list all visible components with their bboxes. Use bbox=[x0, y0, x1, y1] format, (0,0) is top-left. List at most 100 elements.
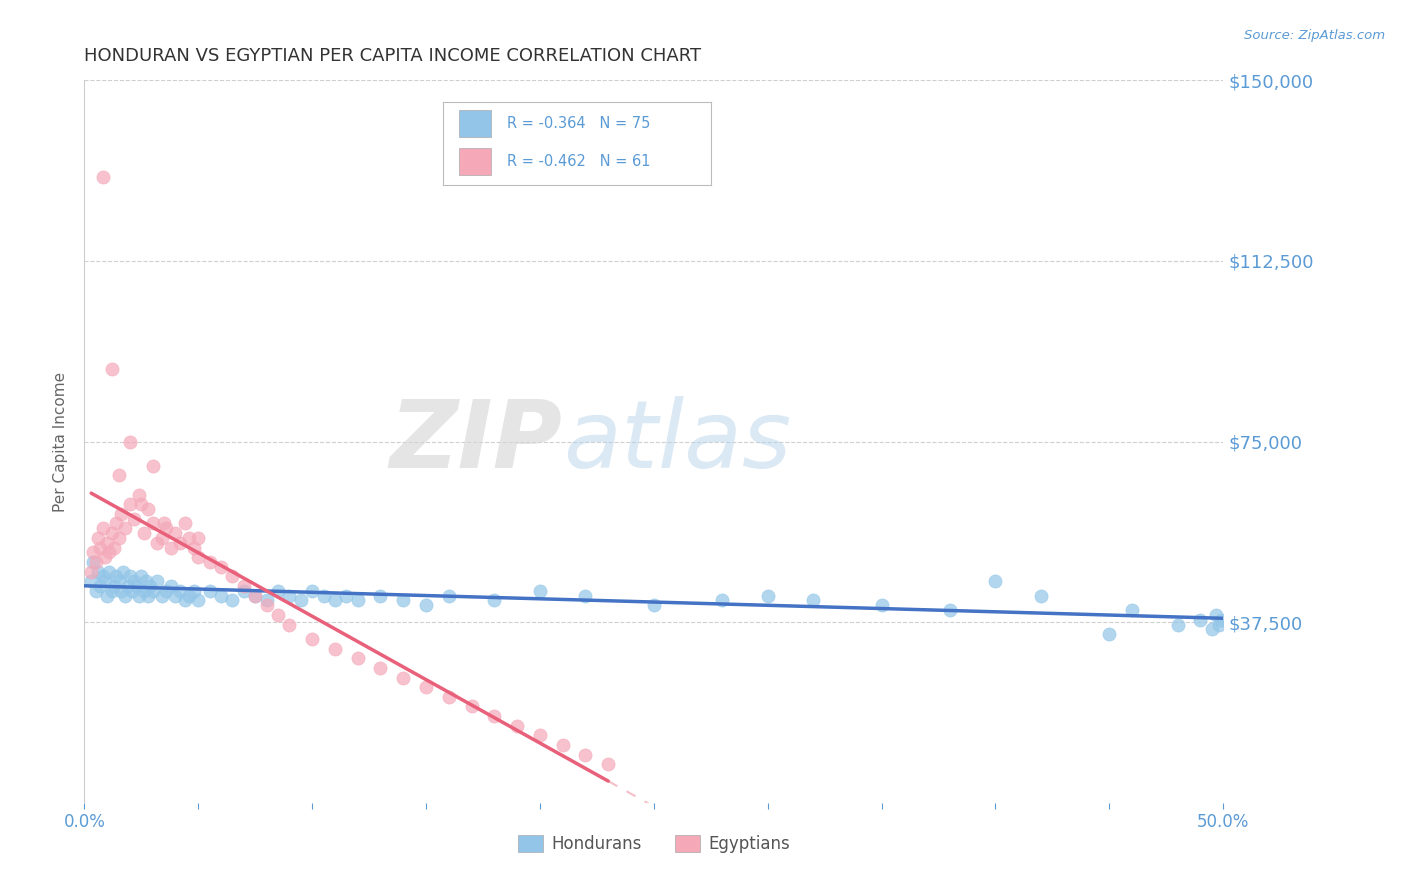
Point bbox=[1029, 589, 1052, 603]
Point bbox=[756, 589, 779, 603]
Point bbox=[183, 541, 205, 555]
Point bbox=[267, 583, 290, 598]
Point bbox=[232, 579, 254, 593]
Point bbox=[160, 541, 183, 555]
Point bbox=[323, 593, 346, 607]
Point bbox=[183, 583, 205, 598]
Point bbox=[131, 497, 153, 511]
Point bbox=[173, 516, 195, 531]
Point bbox=[221, 593, 243, 607]
Point bbox=[301, 632, 323, 646]
Point bbox=[121, 583, 143, 598]
Point bbox=[939, 603, 962, 617]
Point bbox=[460, 699, 482, 714]
Point bbox=[415, 680, 437, 694]
Y-axis label: Per Capita Income: Per Capita Income bbox=[53, 371, 69, 512]
Point bbox=[98, 545, 121, 559]
Point bbox=[278, 617, 301, 632]
Point bbox=[136, 502, 159, 516]
Point bbox=[114, 521, 136, 535]
Point bbox=[173, 593, 195, 607]
Point bbox=[80, 574, 103, 589]
Point bbox=[256, 593, 278, 607]
Point bbox=[100, 526, 122, 541]
Point bbox=[100, 583, 122, 598]
Point bbox=[179, 531, 201, 545]
Point bbox=[150, 589, 173, 603]
Point bbox=[323, 641, 346, 656]
Point bbox=[169, 535, 191, 549]
Point bbox=[221, 569, 243, 583]
Point bbox=[346, 593, 368, 607]
Point bbox=[415, 599, 437, 613]
Point bbox=[128, 589, 150, 603]
Point bbox=[107, 468, 129, 483]
Text: HONDURAN VS EGYPTIAN PER CAPITA INCOME CORRELATION CHART: HONDURAN VS EGYPTIAN PER CAPITA INCOME C… bbox=[84, 47, 702, 65]
Point bbox=[1205, 607, 1227, 622]
Point bbox=[187, 593, 209, 607]
Point bbox=[125, 579, 148, 593]
Point bbox=[112, 565, 135, 579]
Point bbox=[370, 589, 392, 603]
Point bbox=[160, 579, 183, 593]
Point bbox=[187, 550, 209, 565]
Point bbox=[105, 569, 128, 583]
Point bbox=[1209, 613, 1232, 627]
Point bbox=[870, 599, 893, 613]
Point bbox=[1189, 613, 1212, 627]
Point bbox=[256, 599, 278, 613]
Point bbox=[87, 531, 110, 545]
Point bbox=[574, 589, 596, 603]
Point bbox=[136, 589, 159, 603]
Point bbox=[84, 555, 107, 569]
Point bbox=[245, 589, 267, 603]
Point bbox=[82, 555, 104, 569]
Point bbox=[1201, 623, 1223, 637]
Point bbox=[484, 709, 506, 723]
Point bbox=[124, 574, 146, 589]
Legend: Hondurans, Egyptians: Hondurans, Egyptians bbox=[510, 828, 797, 860]
Point bbox=[118, 434, 141, 449]
Point bbox=[84, 583, 107, 598]
Point bbox=[370, 661, 392, 675]
Point bbox=[346, 651, 368, 665]
Point bbox=[392, 593, 415, 607]
Point bbox=[312, 589, 335, 603]
Point bbox=[598, 757, 620, 772]
Point bbox=[98, 565, 121, 579]
Point bbox=[132, 526, 155, 541]
Point bbox=[1167, 617, 1189, 632]
Point bbox=[290, 593, 312, 607]
Point bbox=[169, 583, 191, 598]
Point bbox=[124, 511, 146, 525]
Point bbox=[82, 545, 104, 559]
Point bbox=[96, 589, 118, 603]
Point bbox=[146, 574, 169, 589]
Point bbox=[165, 526, 187, 541]
Point bbox=[198, 583, 221, 598]
Point bbox=[94, 574, 117, 589]
Point bbox=[179, 589, 201, 603]
Point bbox=[437, 690, 460, 704]
Point bbox=[245, 589, 267, 603]
Point bbox=[142, 458, 165, 473]
Point bbox=[103, 541, 125, 555]
Point bbox=[89, 541, 111, 555]
Point bbox=[155, 583, 177, 598]
Point bbox=[107, 574, 129, 589]
Point bbox=[91, 569, 114, 583]
Point bbox=[128, 487, 150, 501]
Point bbox=[711, 593, 734, 607]
Point bbox=[132, 583, 155, 598]
Point bbox=[110, 583, 132, 598]
Point bbox=[91, 169, 114, 184]
Point bbox=[110, 507, 132, 521]
Point bbox=[118, 497, 141, 511]
Point bbox=[1121, 603, 1143, 617]
Point bbox=[335, 589, 357, 603]
Point bbox=[155, 521, 177, 535]
Point bbox=[267, 607, 290, 622]
Point bbox=[209, 559, 232, 574]
Point bbox=[91, 521, 114, 535]
Point bbox=[209, 589, 232, 603]
